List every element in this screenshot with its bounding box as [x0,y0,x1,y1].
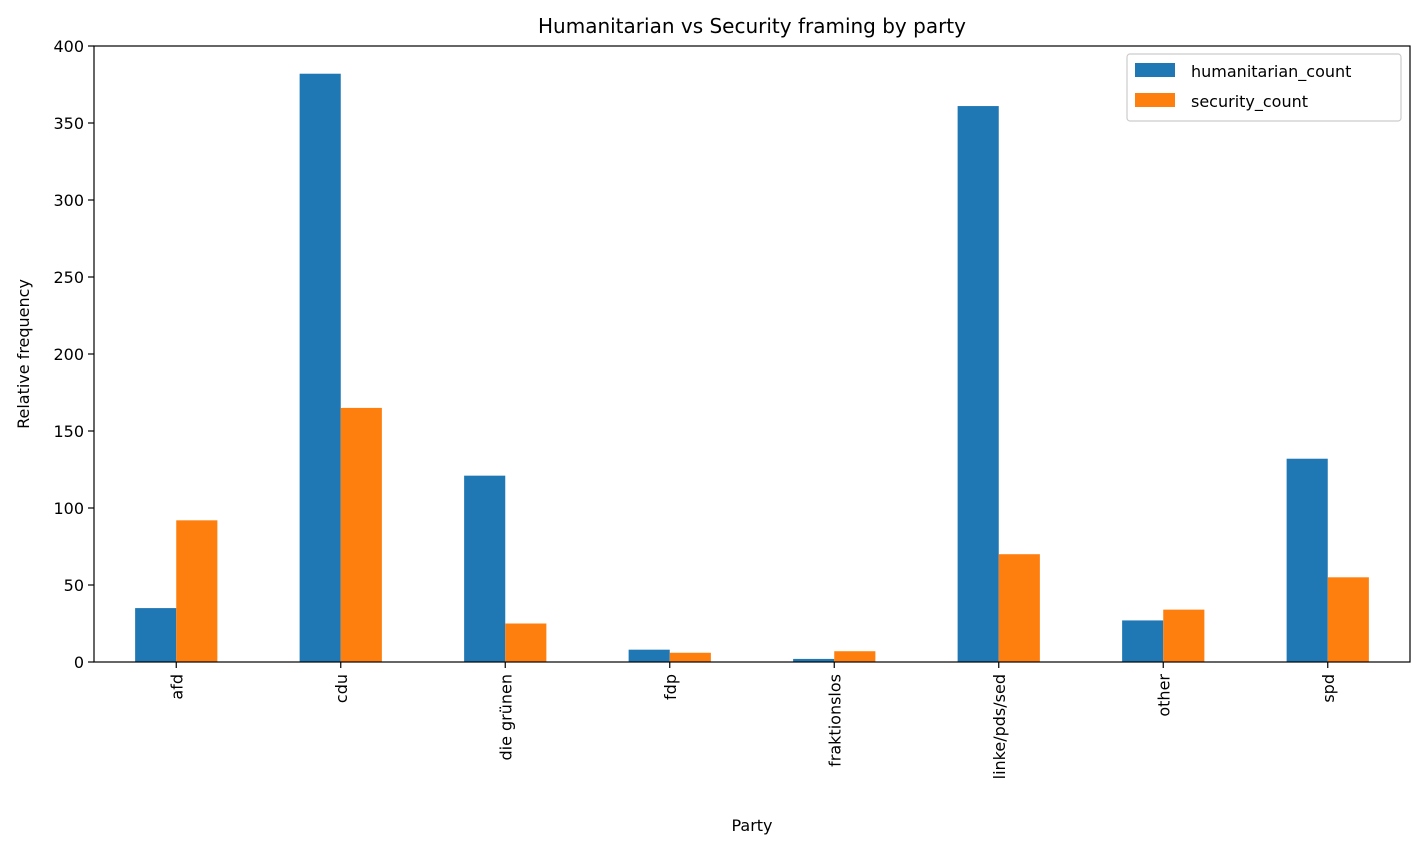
plot-frame [93,45,1411,663]
bar-humanitarian_count-linke/pds/sed [957,106,999,662]
bar-security_count-other [1163,609,1205,662]
bar-humanitarian_count-fraktionslos [793,658,835,662]
bar-humanitarian_count-spd [1286,458,1328,662]
bar-security_count-linke/pds/sed [998,554,1040,662]
x-tick-label: spd [1319,674,1338,703]
x-tick-label: die grünen [496,674,515,761]
y-tick-label: 150 [53,422,84,441]
bar-security_count-spd [1327,577,1369,662]
x-tick-label: cdu [332,674,351,703]
legend-box [1126,53,1402,122]
y-tick-label: 100 [53,499,84,518]
x-axis-label: Party [731,816,772,835]
x-tick-label: linke/pds/sed [990,674,1009,779]
bars [135,73,1369,663]
axes: afd cdu die grünen fdp fraktionslos linke/pds… [53,37,1411,779]
legend-label-security_count: security_count [1191,92,1308,112]
bar-humanitarian_count-fdp [628,649,670,662]
legend-swatch-security_count [1135,93,1175,107]
y-tick-label: 250 [53,268,84,287]
bar-security_count-die grünen [505,623,547,662]
y-tick-label: 50 [64,576,84,595]
x-tick-label: afd [167,674,186,700]
bar-security_count-afd [176,520,218,662]
legend-label-humanitarian_count: humanitarian_count [1191,62,1351,82]
x-tick-label: other [1154,674,1173,717]
chart-title: Humanitarian vs Security framing by part… [538,14,966,38]
legend-swatch-humanitarian_count [1135,63,1175,77]
x-tick-label: fraktionslos [825,674,844,767]
y-tick-label: 300 [53,191,84,210]
y-tick-label: 350 [53,114,84,133]
y-axis-label: Relative frequency [14,279,33,429]
bar-security_count-fraktionslos [834,651,876,662]
bar-security_count-fdp [669,652,711,662]
bar-humanitarian_count-cdu [299,73,341,663]
bar-humanitarian_count-other [1122,620,1164,662]
legend: humanitarian_count security_count [1126,53,1402,122]
x-tick-label: fdp [661,674,680,700]
bar-humanitarian_count-afd [135,608,177,662]
y-tick-label: 400 [53,37,84,56]
y-tick-label: 0 [74,653,84,672]
bar-humanitarian_count-die grünen [464,475,506,662]
y-tick-label: 200 [53,345,84,364]
bar-security_count-cdu [340,407,382,662]
